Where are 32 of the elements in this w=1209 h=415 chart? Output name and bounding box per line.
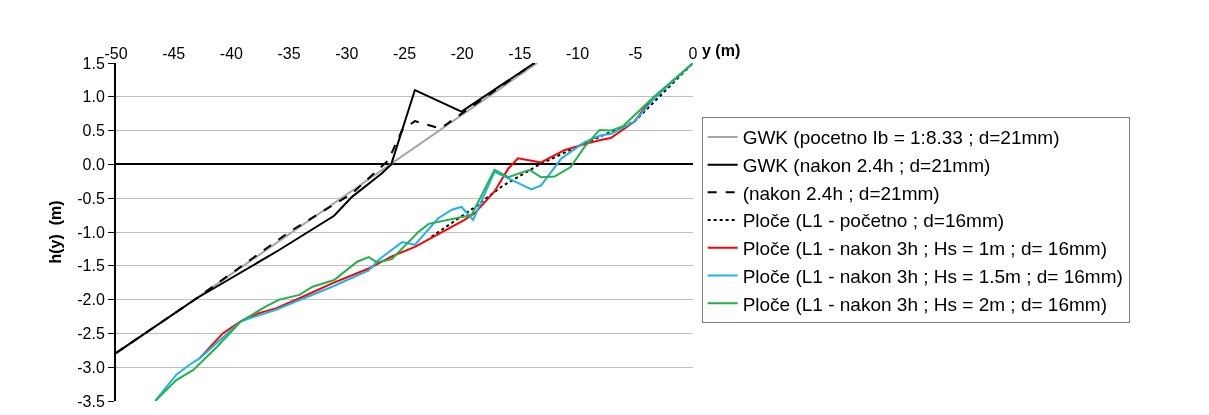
y-tick-label: 0.0	[82, 156, 105, 173]
y-tick-label: 0.5	[82, 122, 105, 140]
y-tick-label: -1.0	[77, 223, 105, 241]
x-tick-label: -25	[392, 44, 417, 62]
x-tick-label: -30	[335, 44, 359, 62]
x-tick-label: -20	[450, 44, 474, 62]
x-tick-label: -40	[219, 44, 244, 62]
legend-label: Ploče (L1 - početno ; d=16mm)	[742, 210, 1005, 232]
legend-label: GWK (pocetno Ib = 1:8.33 ; d=21mm)	[742, 127, 1060, 149]
legend-label: Ploče (L1 - nakon 3h ; Hs = 1.5m ; d= 16mm)	[742, 265, 1123, 287]
x-tick-label: -50	[104, 44, 128, 62]
y-tick-label: -3.0	[77, 358, 105, 376]
x-tick-label: -10	[566, 44, 590, 62]
y-tick-label: -1.5	[77, 257, 105, 275]
y-tick-label: -2.0	[77, 291, 105, 309]
x-axis-title: y (m)	[702, 42, 741, 59]
y-axis-title: h(y) (m)	[46, 200, 64, 264]
y-tick-label: 1.0	[82, 88, 105, 106]
line-series	[154, 63, 693, 401]
y-tick-label: -2.5	[77, 325, 105, 342]
y-tick-label: -3.5	[77, 392, 105, 410]
legend-label: Ploče (L1 - nakon 3h ; Hs = 2m ; d= 16mm)	[742, 293, 1107, 315]
x-tick-label: 0	[688, 44, 698, 62]
x-tick-label: -35	[277, 44, 301, 62]
legend-label: (nakon 2.4h ; d=21mm)	[742, 182, 940, 204]
x-tick-label: -15	[508, 44, 532, 62]
y-tick-label: -0.5	[77, 189, 105, 207]
legend-label: GWK (nakon 2.4h ; d=21mm)	[742, 155, 991, 177]
legend-label: Ploče (L1 - nakon 3h ; Hs = 1m ; d= 16mm)	[742, 238, 1107, 260]
x-tick-label: -5	[628, 44, 643, 62]
x-tick-label: -45	[162, 44, 186, 62]
y-tick-label: 1.5	[82, 54, 105, 72]
